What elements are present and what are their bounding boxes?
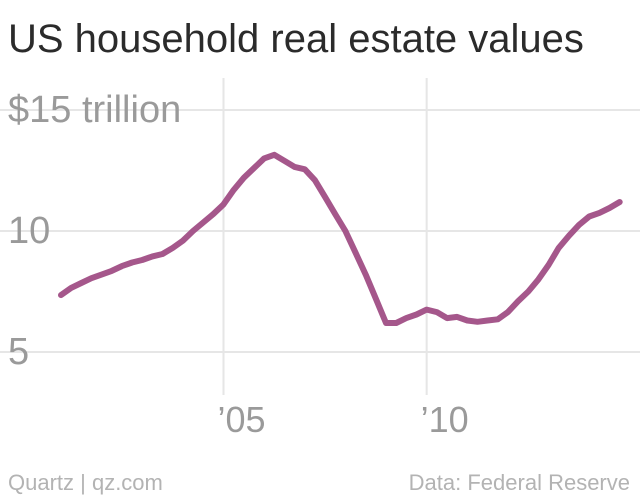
x-tick-label: ’05	[217, 399, 265, 440]
y-tick-label: 5	[8, 331, 29, 373]
footer-source-left: Quartz | qz.com	[8, 470, 163, 495]
x-tick-label: ’10	[421, 399, 469, 440]
chart-title: US household real estate values	[8, 17, 584, 61]
footer-source-right: Data: Federal Reserve	[409, 470, 630, 495]
y-tick-label: 10	[8, 210, 50, 252]
series-line	[58, 151, 623, 326]
x-axis-ticks: ’05 ’10	[217, 399, 468, 440]
y-tick-label: $15 trillion	[8, 89, 181, 131]
grid	[0, 78, 640, 395]
y-axis-ticks: $15 trillion 10 5	[8, 89, 181, 373]
